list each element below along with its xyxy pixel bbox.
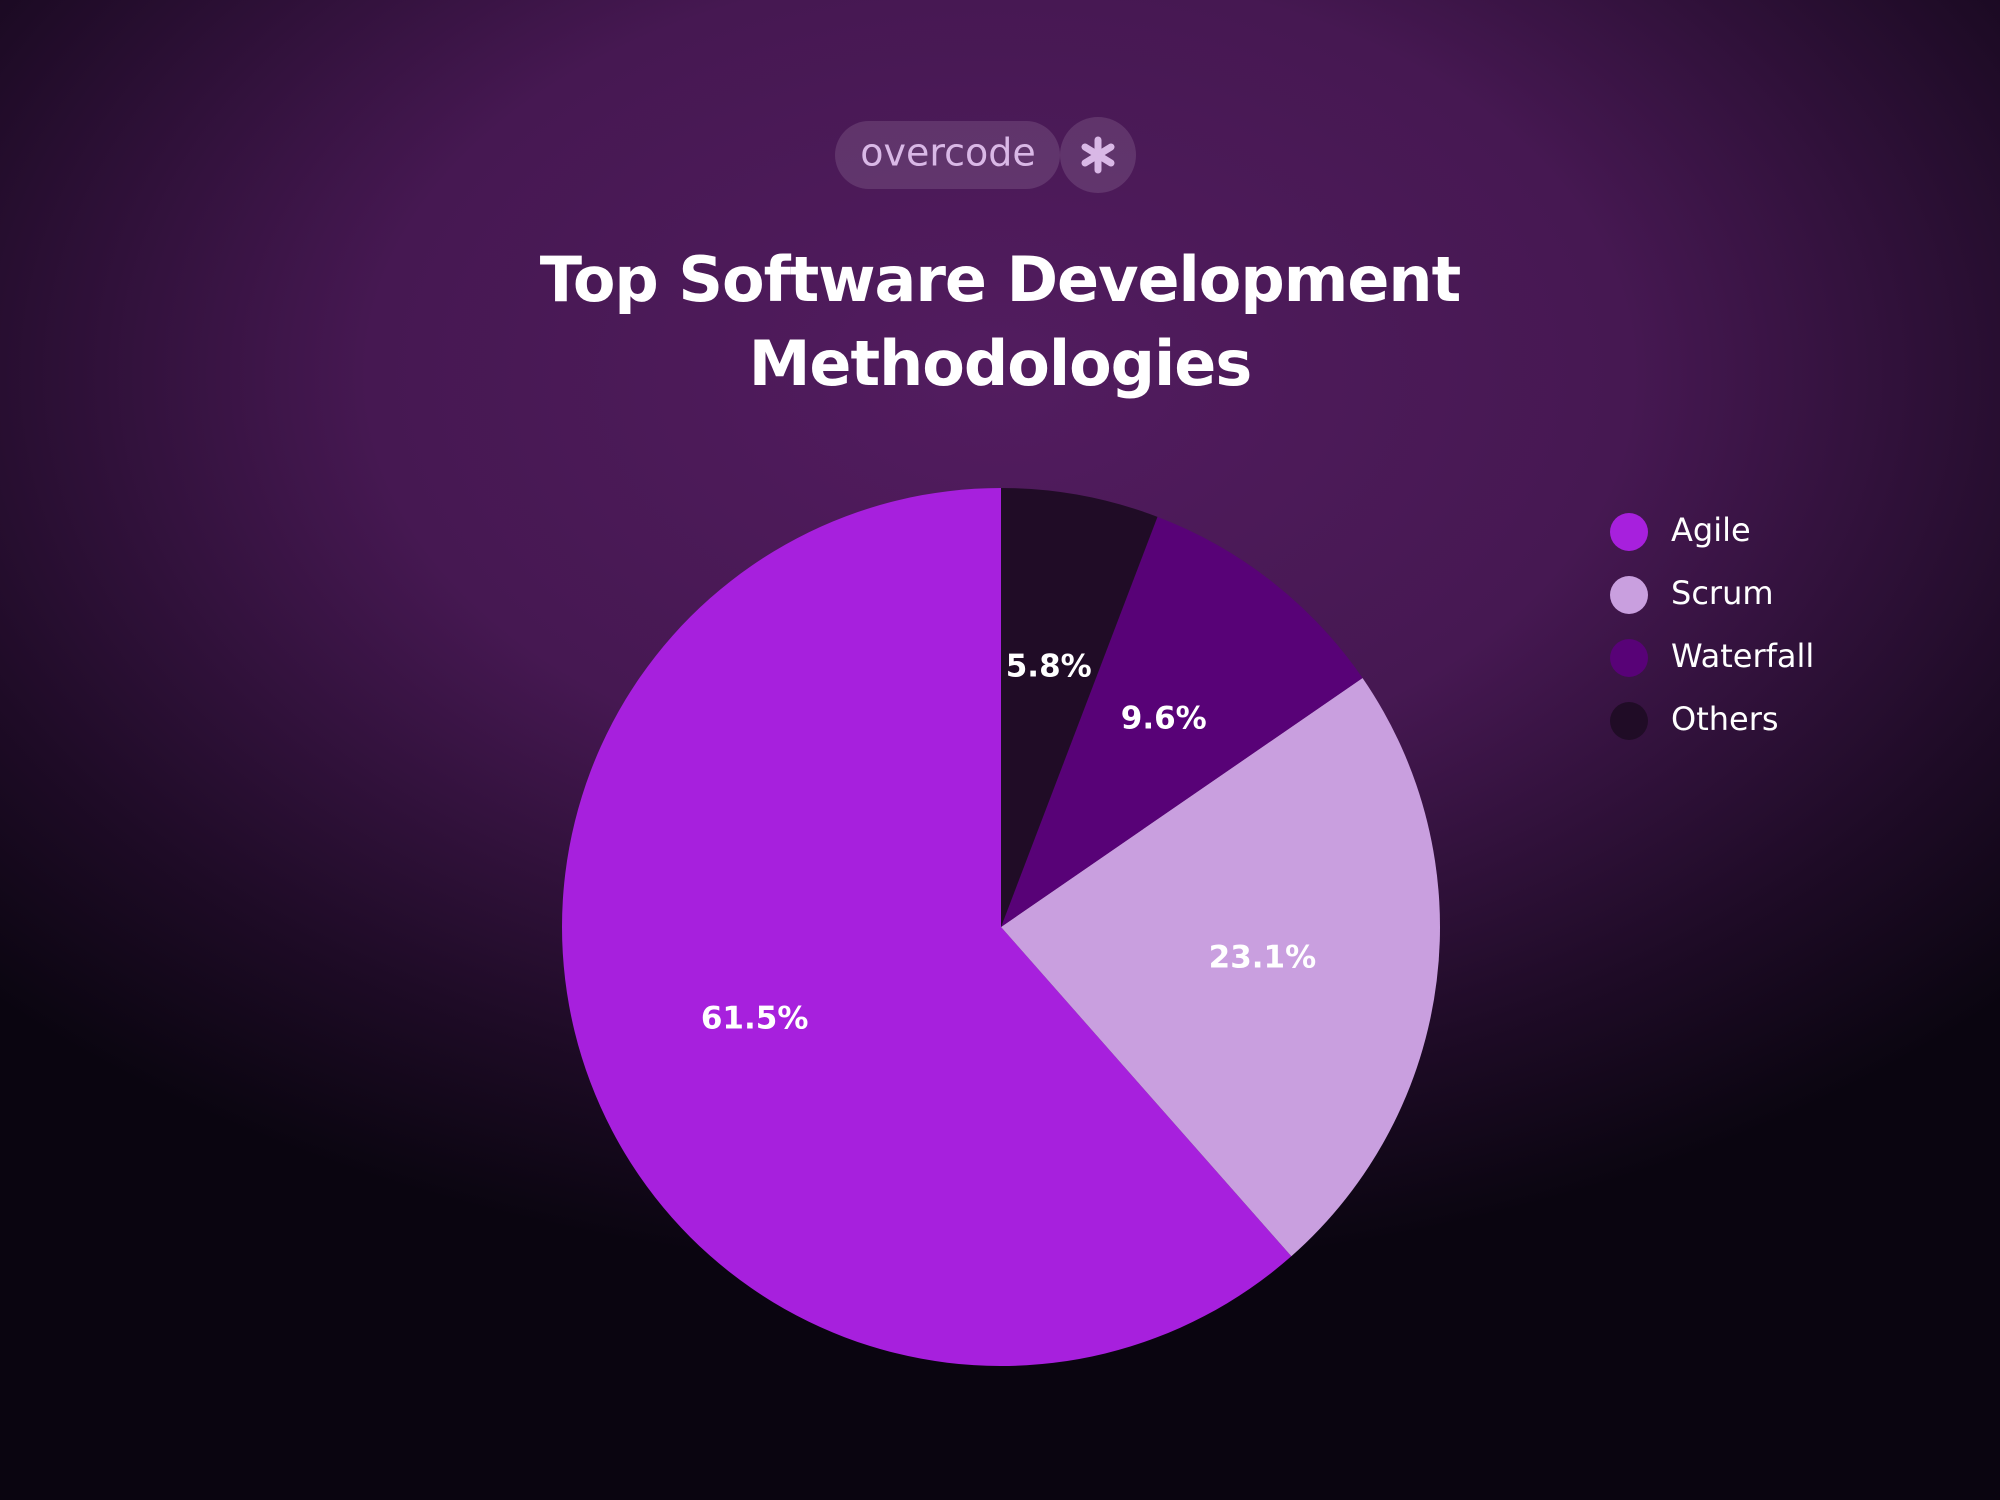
data-label: 23.1%	[1209, 940, 1317, 976]
chart-title: Top Software Development Methodologies	[539, 243, 1461, 400]
legend-label: Others	[1671, 700, 1779, 738]
pie: 61.5% 23.1% 9.6% 5.8%	[562, 488, 1440, 1366]
legend-swatch	[1610, 513, 1648, 551]
data-label: 5.8%	[1006, 648, 1092, 684]
legend: Agile Scrum Waterfall Others	[1610, 511, 1814, 740]
logo-asterisk	[1081, 136, 1115, 174]
data-label: 9.6%	[1121, 700, 1207, 736]
legend-label: Scrum	[1671, 574, 1774, 612]
data-label: 61.5%	[701, 1001, 809, 1037]
pie-slice	[1001, 488, 1158, 927]
pie-slice	[562, 488, 1292, 1366]
legend-swatch	[1610, 702, 1648, 740]
pie-slice	[1001, 677, 1440, 1257]
legend-swatch	[1610, 639, 1648, 677]
logo-pill	[835, 121, 1060, 189]
legend-swatch	[1610, 576, 1648, 614]
legend-label: Agile	[1671, 511, 1751, 549]
pie-slice	[1001, 516, 1363, 927]
logo-text: overcode	[860, 131, 1036, 175]
legend-label: Waterfall	[1671, 637, 1814, 675]
logo: overcode	[835, 117, 1136, 193]
